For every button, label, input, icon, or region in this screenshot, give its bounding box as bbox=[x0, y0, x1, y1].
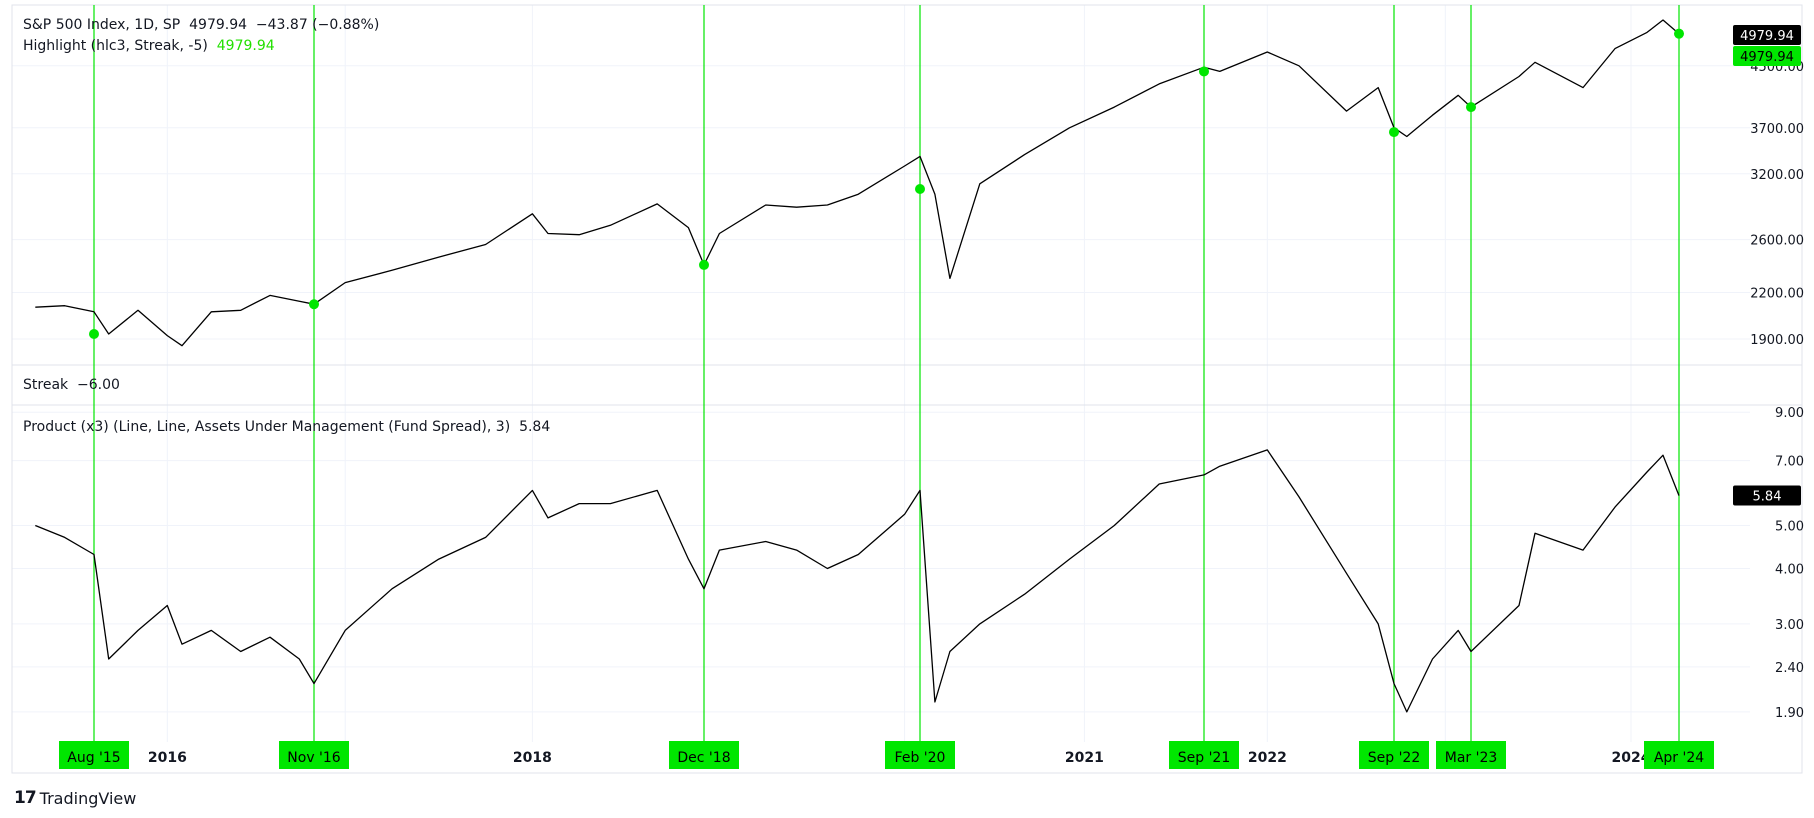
product-series bbox=[35, 449, 1680, 713]
product-y-tick-label: 5.00 bbox=[1775, 519, 1804, 534]
highlight-time-label: Mar '23 bbox=[1445, 750, 1498, 766]
highlight-time-box bbox=[279, 741, 349, 769]
price-y-tick-label: 2600.00 bbox=[1750, 234, 1804, 249]
price-series bbox=[35, 19, 1684, 347]
product-last-value: 5.84 bbox=[1733, 485, 1801, 506]
highlight-dot bbox=[1389, 127, 1399, 138]
legend-streak[interactable]: Streak −6.00 bbox=[23, 377, 120, 393]
highlight-value-label: 4979.94 bbox=[1740, 50, 1794, 65]
time-tick-label: 2016 bbox=[148, 750, 187, 766]
price-y-tick-label: 1900.00 bbox=[1750, 333, 1804, 348]
tradingview-logo-icon: 17 bbox=[14, 788, 37, 808]
highlight-dot bbox=[1674, 28, 1684, 39]
product-y-tick-label: 4.00 bbox=[1775, 562, 1804, 577]
price-y-tick-label: 3700.00 bbox=[1750, 122, 1804, 137]
highlight-time-box bbox=[885, 741, 955, 769]
product-y-tick-label: 3.00 bbox=[1775, 618, 1804, 633]
product-y-tick-label: 9.00 bbox=[1775, 406, 1804, 421]
highlight-time-label: Aug '15 bbox=[67, 750, 120, 766]
highlight-time-label: Dec '18 bbox=[677, 750, 730, 766]
highlight-value-box bbox=[1733, 46, 1801, 66]
highlight-time-label: Apr '24 bbox=[1654, 750, 1704, 766]
highlight-time-box bbox=[669, 741, 739, 769]
highlight-dot bbox=[309, 299, 319, 310]
price-last-value-box bbox=[1733, 25, 1801, 45]
product-last-value-label: 5.84 bbox=[1753, 490, 1782, 505]
highlight-dot bbox=[1199, 66, 1209, 77]
highlight-dot bbox=[915, 183, 925, 194]
tradingview-logo[interactable]: 17 TradingView bbox=[14, 788, 136, 808]
time-tick-label: 2021 bbox=[1065, 750, 1104, 766]
grid bbox=[12, 5, 1750, 742]
highlight-time-box bbox=[1169, 741, 1239, 769]
highlight-time-label: Sep '22 bbox=[1368, 750, 1421, 766]
price-last-value-label: 4979.94 bbox=[1740, 29, 1794, 44]
price-pane-border bbox=[11, 4, 1803, 366]
tradingview-brand: TradingView bbox=[39, 788, 137, 808]
highlight-time-label: Sep '21 bbox=[1178, 750, 1231, 766]
streak-pane-border bbox=[11, 364, 1803, 406]
time-tick-label: 2018 bbox=[513, 750, 552, 766]
highlight-time-box bbox=[59, 741, 129, 769]
highlight-lines bbox=[93, 5, 1680, 742]
highlight-dot bbox=[1466, 102, 1476, 113]
highlight-dot bbox=[699, 259, 709, 270]
highlight-dot bbox=[89, 328, 99, 339]
time-tick-label: 2022 bbox=[1248, 750, 1287, 766]
legend-highlight-value: 4979.94 bbox=[216, 38, 275, 54]
product-y-tick-label: 1.90 bbox=[1775, 706, 1804, 721]
highlight-time-label: Feb '20 bbox=[895, 750, 946, 766]
product-last-value-box bbox=[1733, 485, 1801, 506]
highlight-time-box bbox=[1644, 741, 1714, 769]
legend-main[interactable]: S&P 500 Index, 1D, SP 4979.94 −43.87 (−0… bbox=[23, 17, 380, 33]
price-y-tick-label: 3200.00 bbox=[1750, 168, 1804, 183]
product-y-tick-label: 2.40 bbox=[1775, 661, 1804, 676]
pane-frame bbox=[11, 4, 1803, 774]
price-last-value: 4979.94 4979.94 bbox=[1733, 25, 1801, 66]
highlight-time-box bbox=[1436, 741, 1506, 769]
highlight-time-box bbox=[1359, 741, 1429, 769]
highlight-time-label: Nov '16 bbox=[287, 750, 341, 766]
product-line bbox=[35, 449, 1680, 713]
legend-highlight[interactable]: Highlight (hlc3, Streak, -5) 4979.94 bbox=[23, 38, 275, 54]
product-pane-border bbox=[11, 404, 1803, 774]
y-axis: 4500.003700.003200.002600.002200.001900.… bbox=[1733, 25, 1804, 721]
price-line bbox=[35, 19, 1680, 347]
time-tick-label: 2024 bbox=[1612, 750, 1651, 766]
product-y-tick-label: 7.00 bbox=[1775, 455, 1804, 470]
price-y-tick-label: 2200.00 bbox=[1750, 286, 1804, 301]
legend-highlight-label: Highlight (hlc3, Streak, -5) bbox=[23, 38, 208, 54]
legend-product[interactable]: Product (x3) (Line, Line, Assets Under M… bbox=[23, 419, 551, 435]
